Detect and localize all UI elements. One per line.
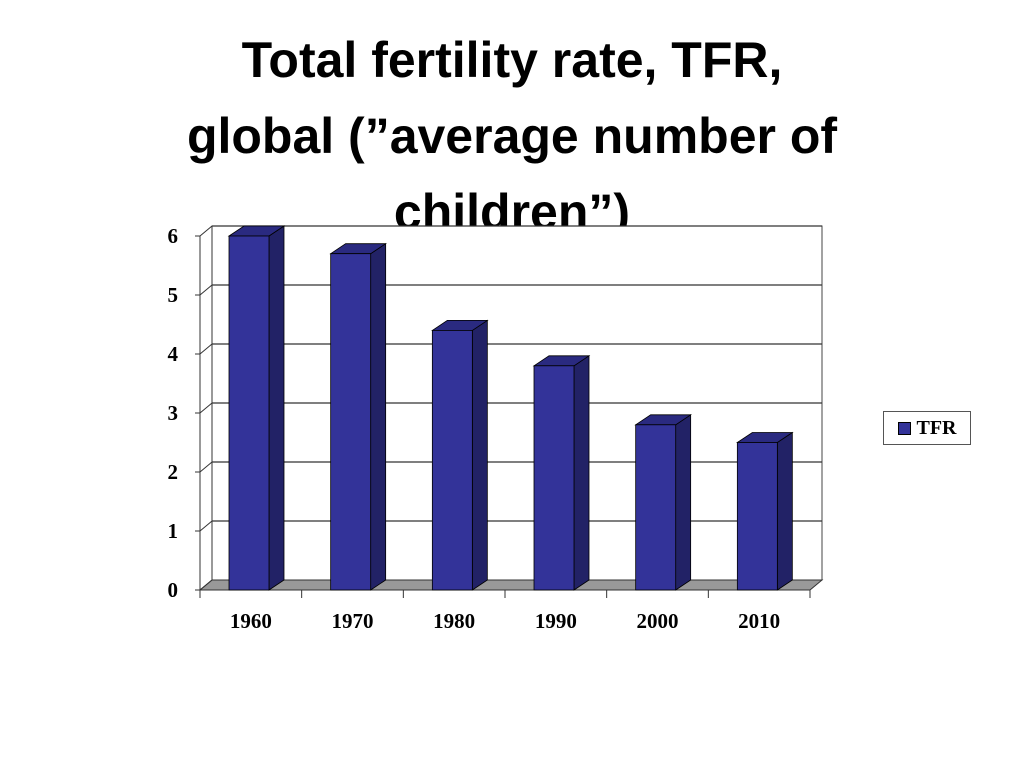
bar-side xyxy=(573,355,590,591)
y-tick-label: 6 xyxy=(168,224,179,248)
legend: TFR xyxy=(883,411,971,445)
side-gridline xyxy=(199,343,213,355)
side-gridline xyxy=(199,225,213,237)
bar-side xyxy=(471,319,488,591)
title-line-1: Total fertility rate, TFR, xyxy=(241,32,783,88)
bar xyxy=(228,235,270,591)
bar xyxy=(330,253,372,591)
y-tick-label: 2 xyxy=(168,460,179,484)
legend-swatch xyxy=(897,421,911,435)
x-tick-label: 2010 xyxy=(738,609,780,633)
y-tick-label: 1 xyxy=(168,519,179,543)
bar xyxy=(736,442,778,591)
bar-side xyxy=(370,242,387,591)
y-tick-label: 5 xyxy=(168,283,179,307)
y-tick-label: 3 xyxy=(168,401,179,425)
x-tick-label: 1970 xyxy=(332,609,374,633)
bar-side xyxy=(268,225,285,591)
x-tick-label: 2000 xyxy=(637,609,679,633)
side-gridline xyxy=(199,284,213,296)
y-tick-label: 0 xyxy=(168,578,179,602)
chart-title: Total fertility rate, TFR, global (”aver… xyxy=(0,22,1024,250)
bar xyxy=(533,365,575,591)
side-gridline xyxy=(199,402,213,414)
bar-side xyxy=(675,414,692,591)
bar-side xyxy=(776,431,793,591)
legend-label: TFR xyxy=(916,416,957,439)
x-tick-label: 1990 xyxy=(535,609,577,633)
floor xyxy=(198,579,824,591)
side-gridline xyxy=(199,520,213,532)
title-line-2: global (”average number of xyxy=(186,108,838,164)
x-tick-label: 1980 xyxy=(433,609,475,633)
bar xyxy=(431,329,473,591)
x-tick-label: 1960 xyxy=(230,609,272,633)
side-gridline xyxy=(199,579,213,591)
y-tick-label: 4 xyxy=(168,342,179,366)
side-gridline xyxy=(199,461,213,473)
bar xyxy=(635,424,677,591)
